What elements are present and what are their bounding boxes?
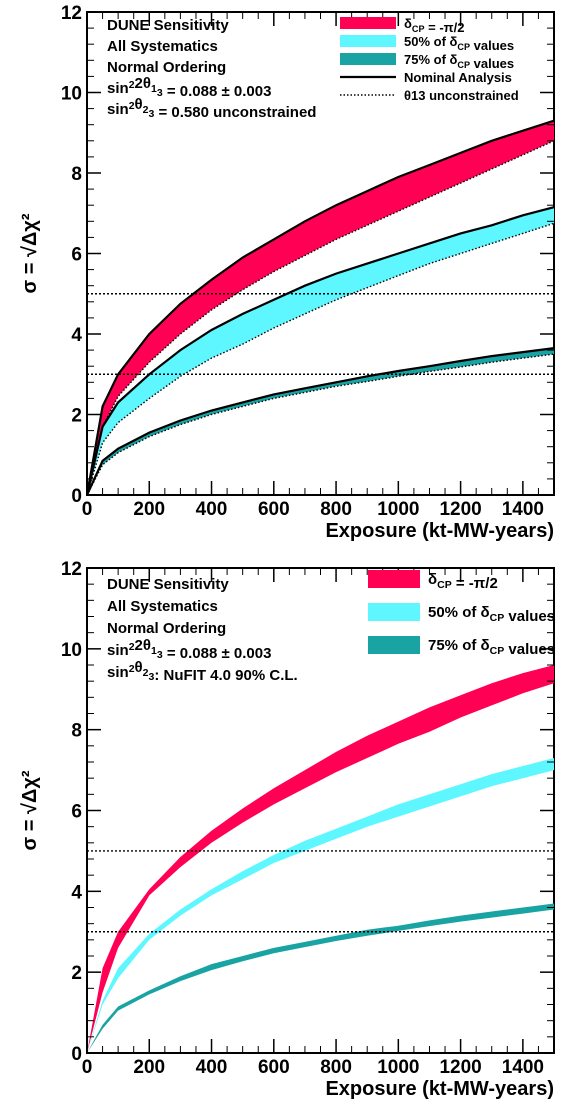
band-0 <box>87 665 554 1053</box>
x-tick-label: 1400 <box>502 1057 544 1078</box>
x-tick-label: 0 <box>82 1057 93 1078</box>
y-tick-label: 0 <box>71 1044 82 1065</box>
x-tick-label: 1400 <box>502 499 544 520</box>
y-tick-label: 6 <box>71 245 82 266</box>
x-tick-label: 400 <box>196 1057 228 1078</box>
unconstrained-line-1 <box>86 222 555 496</box>
legend-label: 50% of δCP values <box>404 34 514 53</box>
nominal-line-2 <box>85 347 555 496</box>
y-tick-label: 6 <box>71 802 82 823</box>
legend-label: 50% of δCP values <box>428 604 555 625</box>
x-tick-label: 0 <box>82 499 93 520</box>
y-tick-label: 8 <box>71 164 82 185</box>
plot-frame <box>86 567 555 1054</box>
nominal-line-0 <box>85 119 555 496</box>
y-tick-label: 12 <box>61 559 82 580</box>
plot-frame <box>86 11 555 496</box>
x-tick-label: 1200 <box>439 499 481 520</box>
legend-swatch <box>340 17 396 29</box>
x-tick-label: 200 <box>133 1057 165 1078</box>
band-0 <box>87 120 554 495</box>
x-tick-label: 200 <box>133 499 165 520</box>
y-tick-label: 10 <box>61 640 82 661</box>
x-tick-label: 1000 <box>377 1057 419 1078</box>
x-tick-label: 800 <box>320 1057 352 1078</box>
y-tick-label: 0 <box>71 486 82 507</box>
legend-label: θ13 unconstrained <box>404 88 519 103</box>
y-tick-label: 10 <box>61 84 82 105</box>
info-line: All Systematics <box>107 38 218 55</box>
legend-label: 75% of δCP values <box>404 52 514 71</box>
sensitivity-chart-top: 0 2 4 6 8 10 12 0 200 400 600 800 1000 1200 1400Exposu… <box>19 3 555 542</box>
nominal-line-1 <box>85 206 555 496</box>
x-tick-label: 600 <box>258 1057 290 1078</box>
y-tick-label: 2 <box>71 406 82 427</box>
x-tick-label: 800 <box>320 499 352 520</box>
info-line: All Systematics <box>107 598 218 615</box>
info-line: Normal Ordering <box>107 59 226 76</box>
x-tick-label: 1000 <box>377 499 419 520</box>
sensitivity-chart-bottom: 0 2 4 6 8 10 12 0 200 400 600 800 1000 1200 1400Exposu… <box>19 559 555 1100</box>
legend-swatch <box>368 603 420 621</box>
unconstrained-line-0 <box>86 140 555 496</box>
x-tick-label: 1200 <box>439 1057 481 1078</box>
legend-swatch <box>340 35 396 47</box>
legend-swatch <box>368 570 420 588</box>
band-2 <box>87 903 554 1053</box>
x-tick-label: 600 <box>258 499 290 520</box>
y-tick-label: 2 <box>71 963 82 984</box>
y-tick-label: 8 <box>71 721 82 742</box>
info-line: DUNE Sensitivity <box>107 17 229 34</box>
info-line: Normal Ordering <box>107 620 226 637</box>
y-tick-label: 4 <box>71 882 82 903</box>
x-axis-label: Exposure (kt-MW-years) <box>325 1078 554 1100</box>
unconstrained-line-2 <box>86 353 555 496</box>
legend-swatch <box>340 53 396 65</box>
x-axis-label: Exposure (kt-MW-years) <box>325 520 554 542</box>
legend-label: Nominal Analysis <box>404 70 512 85</box>
info-line: DUNE Sensitivity <box>107 576 229 593</box>
y-axis-label: σ = √Δχ² <box>19 770 41 850</box>
legend-label: 75% of δCP values <box>428 637 555 658</box>
y-tick-label: 12 <box>61 3 82 24</box>
y-tick-label: 4 <box>71 325 82 346</box>
legend-swatch <box>368 636 420 654</box>
y-axis-label: σ = √Δχ² <box>19 213 41 293</box>
x-tick-label: 400 <box>196 499 228 520</box>
